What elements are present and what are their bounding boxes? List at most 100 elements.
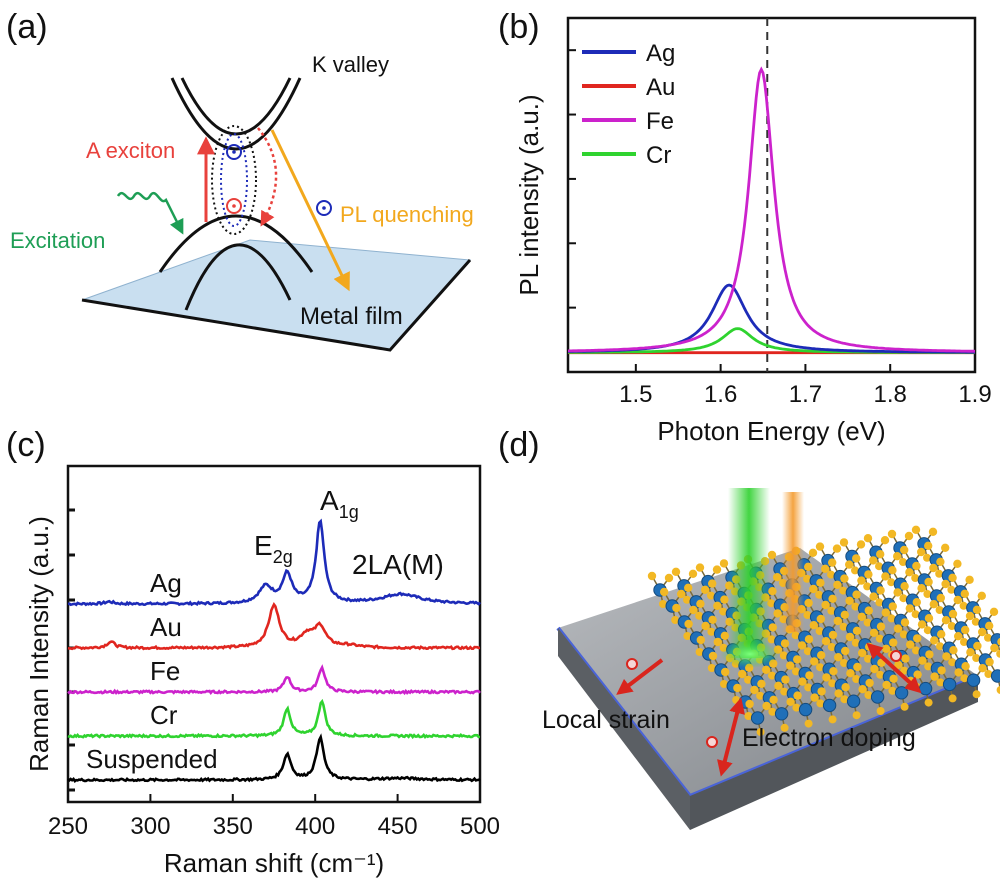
raman-chart: 250 300 350 400 450 500 Raman shift (cm⁻¹) Rama…: [24, 464, 500, 878]
sulfur-atom: [773, 609, 782, 618]
sulfur-atom: [822, 673, 831, 682]
sulfur-atom: [660, 587, 669, 597]
sulfur-atom: [757, 679, 766, 688]
sulfur-atom: [810, 693, 819, 702]
sulfur-atom: [930, 672, 939, 681]
sulfur-atom: [804, 562, 813, 571]
sulfur-atom: [671, 567, 681, 576]
sulfur-atom: [853, 662, 862, 672]
sulfur-atom: [930, 636, 939, 645]
sulfur-atom: [840, 695, 849, 704]
sulfur-atom: [846, 669, 855, 678]
conduction-band-1: [170, 77, 302, 151]
recombination-arrow: [257, 127, 278, 227]
sulfur-atom: [841, 646, 850, 656]
molybdenum-atom: [750, 711, 765, 725]
a-exciton-label: A exciton: [86, 138, 175, 163]
sulfur-atom: [985, 621, 994, 630]
panel-c-label: (c): [6, 426, 46, 464]
sulfur-atom: [904, 531, 914, 541]
sulfur-atom: [780, 687, 789, 696]
sulfur-atom: [804, 635, 814, 644]
sulfur-atom: [721, 667, 730, 677]
sulfur-atom: [924, 662, 933, 671]
sulfur-atom: [803, 611, 812, 619]
strain-arrow-left: [616, 658, 664, 695]
molybdenum-atom: [846, 694, 861, 708]
two-la-peak-label: 2LA(M): [352, 549, 444, 580]
sulfur-atom: [683, 595, 691, 604]
sulfur-atom: [985, 657, 994, 667]
exciton-ellipse-outer: [211, 125, 257, 235]
sulfur-atom: [816, 699, 825, 708]
electron-symbol: [226, 144, 242, 160]
sulfur-atom: [870, 664, 879, 674]
green-laser-beam: [728, 488, 770, 658]
sulfur-atom: [713, 601, 722, 610]
sulfur-atom: [828, 594, 837, 603]
sulfur-atom: [887, 578, 896, 587]
pl-quenching-arrow: [270, 129, 350, 292]
sulfur-atom: [745, 699, 754, 709]
sulfur-atom: [978, 664, 987, 673]
sulfur-atom: [805, 671, 814, 680]
sulfur-atom: [989, 607, 999, 616]
sulfur-atom: [912, 598, 921, 607]
substrate-front-right: [690, 676, 978, 830]
sulfur-atom: [695, 611, 704, 620]
sulfur-atom: [852, 675, 861, 683]
sulfur-atom: [893, 624, 903, 633]
sulfur-atom: [899, 594, 908, 603]
sulfur-atom: [911, 525, 921, 534]
substrate-front-left: [558, 628, 690, 830]
excitation-label: Excitation: [10, 228, 105, 253]
raman-series-ag: [67, 518, 482, 607]
sulfur-atom: [762, 701, 771, 711]
sulfur-atom: [809, 584, 818, 594]
sulfur-atom: [815, 627, 824, 635]
sulfur-atom: [733, 683, 742, 693]
sulfur-atom: [960, 589, 969, 598]
pl-x-tick-label: 1.5: [619, 381, 652, 408]
molybdenum-atom: [798, 702, 813, 717]
sulfur-atom: [901, 654, 910, 663]
sulfur-atom: [696, 635, 705, 645]
pl-legend-label-fe: Fe: [646, 108, 674, 135]
raman-x-tick-label: 450: [378, 813, 418, 840]
sulfur-atom: [804, 683, 813, 692]
sulfur-atom: [875, 598, 884, 607]
sulfur-atom: [949, 646, 958, 655]
sulfur-atom: [708, 651, 718, 661]
sulfur-atom: [834, 653, 843, 662]
sulfur-atom: [839, 586, 848, 595]
sulfur-atom: [857, 612, 866, 621]
sulfur-atom: [852, 590, 861, 599]
sulfur-atom: [798, 677, 807, 686]
electron-doping-label: Electron doping: [742, 724, 916, 752]
sulfur-atom: [696, 599, 705, 608]
sulfur-atom: [936, 557, 945, 566]
sulfur-atom: [881, 572, 890, 581]
sulfur-atom: [756, 691, 765, 700]
sulfur-atom: [828, 715, 837, 724]
sulfur-atom: [792, 667, 800, 676]
sulfur-atom: [695, 648, 704, 656]
sulfur-atom: [941, 579, 950, 589]
sulfur-atom: [851, 602, 860, 611]
sulfur-atom: [863, 534, 873, 543]
sulfur-atom: [875, 562, 883, 571]
sulfur-atom: [793, 691, 802, 700]
sulfur-atom: [786, 697, 795, 706]
sulfur-atom: [768, 671, 776, 680]
sulfur-atom: [780, 639, 790, 648]
sulfur-atom: [961, 625, 970, 635]
sulfur-atom: [917, 620, 927, 629]
sulfur-atom: [888, 602, 897, 611]
sulfur-atom: [954, 632, 963, 641]
sulfur-atom: [719, 607, 728, 616]
raman-y-axis-title: Raman Intensity (a.u.): [24, 516, 54, 772]
sulfur-atom: [900, 618, 910, 627]
molybdenum-atom: [990, 669, 1000, 683]
sulfur-atom: [918, 656, 927, 665]
sulfur-atom: [719, 559, 729, 568]
